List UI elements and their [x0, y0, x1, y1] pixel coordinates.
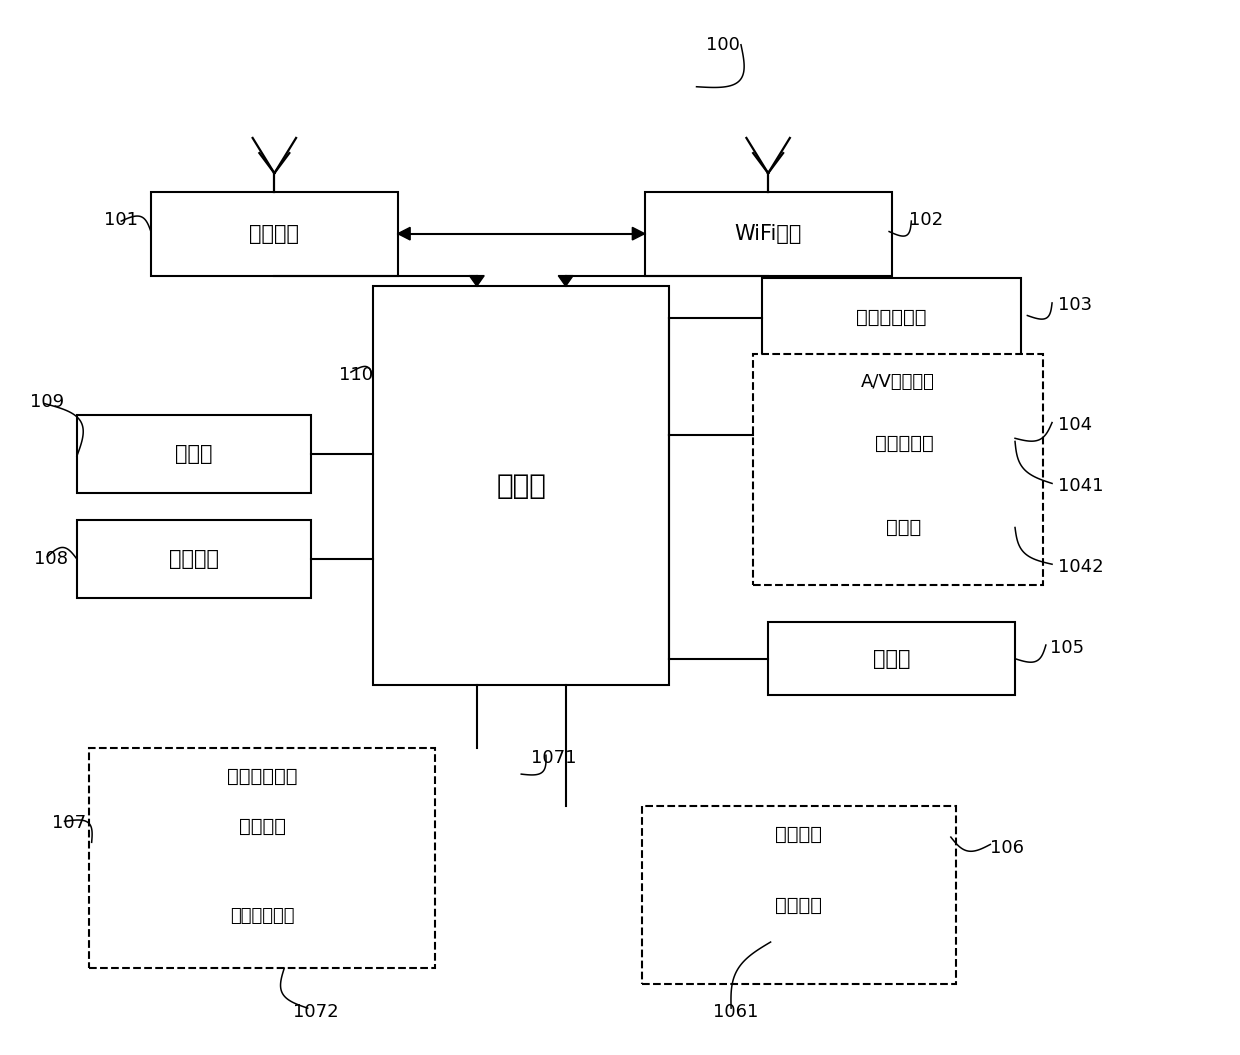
Text: 106: 106: [991, 839, 1024, 857]
Text: 100: 100: [707, 36, 740, 54]
Bar: [77, 415, 311, 494]
Text: 接口单元: 接口单元: [169, 549, 219, 569]
Bar: [151, 192, 398, 275]
Bar: [786, 491, 1022, 564]
Bar: [768, 622, 1016, 695]
Bar: [753, 354, 1043, 586]
Polygon shape: [558, 275, 573, 286]
Text: 108: 108: [33, 550, 68, 568]
Bar: [786, 407, 1022, 480]
Bar: [139, 790, 386, 863]
Text: 用户输入单元: 用户输入单元: [227, 767, 298, 786]
Bar: [373, 286, 670, 685]
Text: 110: 110: [339, 366, 372, 384]
Bar: [761, 279, 1022, 357]
Text: 102: 102: [909, 211, 942, 229]
Text: 104: 104: [1058, 416, 1092, 434]
Text: 传感器: 传感器: [873, 649, 910, 669]
Bar: [139, 879, 386, 953]
Polygon shape: [398, 228, 410, 239]
Text: 1041: 1041: [1058, 477, 1104, 495]
Bar: [684, 868, 913, 942]
Text: 射频单元: 射频单元: [249, 224, 299, 244]
Text: 101: 101: [104, 211, 138, 229]
Text: 105: 105: [1049, 639, 1084, 657]
Text: 处理器: 处理器: [496, 472, 546, 499]
Bar: [77, 520, 311, 598]
Bar: [645, 192, 892, 275]
Text: 图形处理器: 图形处理器: [874, 434, 934, 453]
Polygon shape: [470, 275, 484, 286]
Text: 麦克风: 麦克风: [887, 518, 921, 537]
Polygon shape: [632, 228, 645, 239]
Text: 音频输出单元: 音频输出单元: [857, 308, 926, 327]
Text: WiFi模块: WiFi模块: [734, 224, 802, 244]
Text: 103: 103: [1058, 296, 1092, 314]
Text: 109: 109: [30, 392, 64, 410]
Text: 触控面板: 触控面板: [238, 817, 285, 837]
Text: 显示面板: 显示面板: [775, 896, 822, 915]
Text: 107: 107: [52, 814, 87, 832]
Text: 1071: 1071: [531, 749, 577, 767]
Text: 其他输入设备: 其他输入设备: [229, 907, 294, 925]
Text: 存储器: 存储器: [175, 444, 213, 464]
Text: 显示单元: 显示单元: [775, 825, 822, 844]
Bar: [89, 748, 435, 968]
Text: 1072: 1072: [293, 1003, 339, 1021]
Text: A/V输入单元: A/V输入单元: [861, 373, 935, 391]
Text: 1042: 1042: [1058, 558, 1104, 576]
Text: 1061: 1061: [713, 1003, 758, 1021]
Bar: [641, 806, 956, 984]
